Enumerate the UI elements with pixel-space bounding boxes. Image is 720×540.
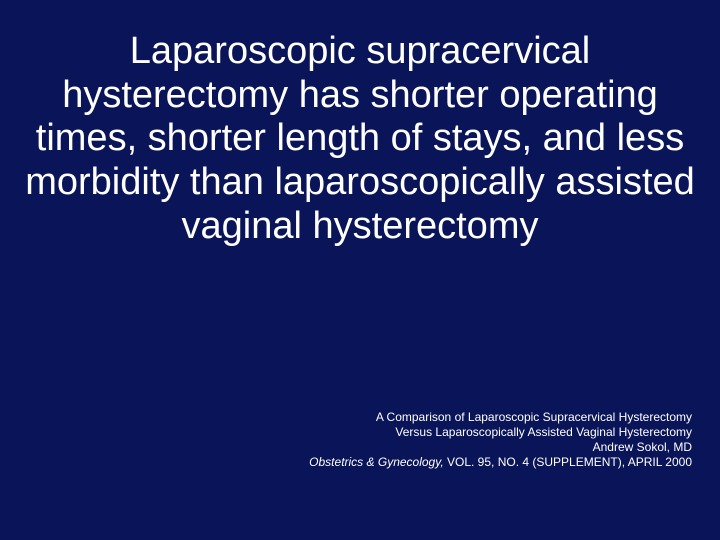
citation-issue: VOL. 95, NO. 4 (SUPPLEMENT), APRIL 2000 [444, 455, 692, 469]
citation-journal: Obstetrics & Gynecology, [309, 455, 444, 469]
citation-line-3: Andrew Sokol, MD [309, 440, 692, 455]
citation-line-2: Versus Laparoscopically Assisted Vaginal… [309, 425, 692, 440]
citation-line-4: Obstetrics & Gynecology, VOL. 95, NO. 4 … [309, 455, 692, 470]
slide-main-statement: Laparoscopic supracervical hysterectomy … [20, 30, 700, 248]
citation-block: A Comparison of Laparoscopic Supracervic… [309, 410, 692, 470]
citation-line-1: A Comparison of Laparoscopic Supracervic… [309, 410, 692, 425]
